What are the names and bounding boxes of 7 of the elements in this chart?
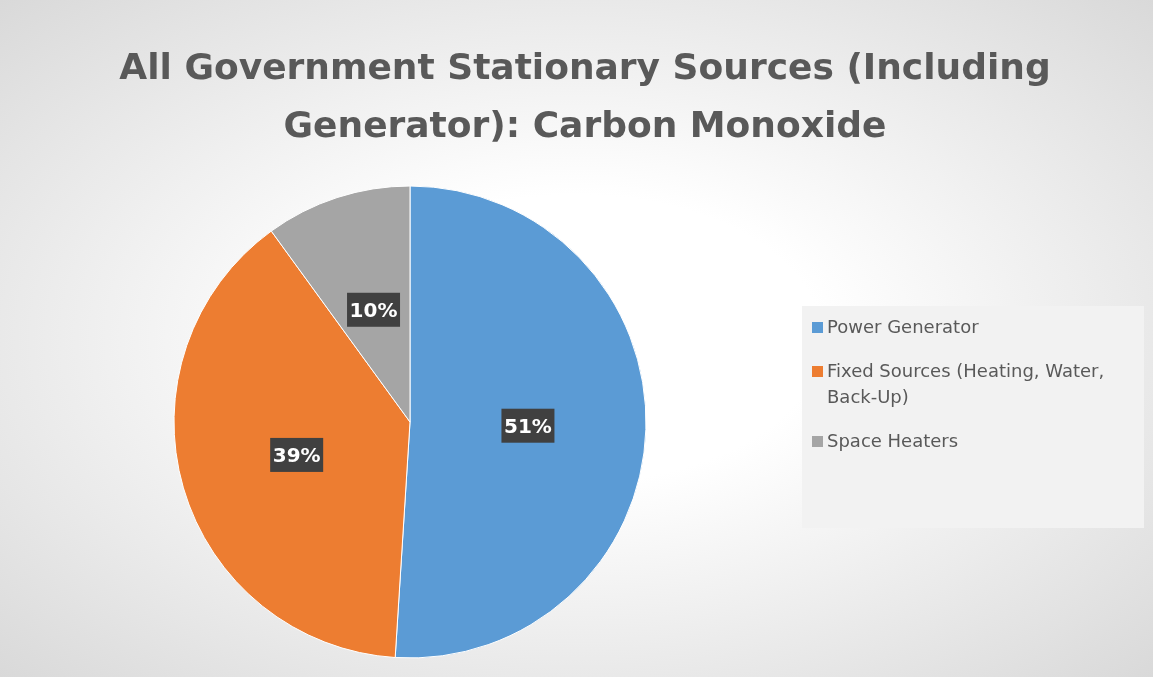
legend-label: Space Heaters	[827, 429, 960, 453]
chart-title: All Government Stationary Sources (Including Generator): Carbon Monoxide	[118, 45, 1052, 147]
legend-label: Fixed Sources (Heating, Water, Back-Up)	[827, 359, 1106, 409]
data-label: 10%	[349, 297, 398, 322]
data-label: 51%	[504, 413, 552, 438]
data-label: 39%	[272, 442, 321, 467]
legend-label: Power Generator	[827, 315, 980, 339]
